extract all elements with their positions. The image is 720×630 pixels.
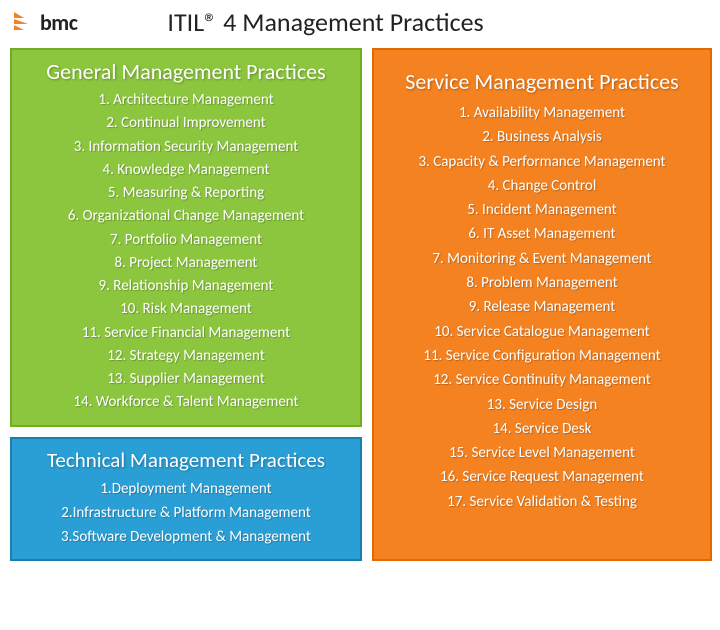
- practices-grid: General Management Practices 1. Architec…: [0, 40, 720, 569]
- technical-practices-title: Technical Management Practices: [18, 447, 354, 473]
- list-item: 5. Incident Management: [380, 198, 704, 222]
- list-item: 2. Continual Improvement: [18, 112, 354, 135]
- list-item: 12. Service Continuity Management: [380, 368, 704, 392]
- technical-practices-box: Technical Management Practices 1.Deploym…: [10, 437, 362, 561]
- list-item: 14. Workforce & Talent Management: [18, 391, 354, 414]
- list-item: 13. Service Design: [380, 393, 704, 417]
- list-item: 1. Availability Management: [380, 101, 704, 125]
- list-item: 3. Capacity & Performance Management: [380, 150, 704, 174]
- list-item: 6. Organizational Change Management: [18, 205, 354, 228]
- bmc-logo: bmc: [10, 9, 77, 36]
- list-item: 8. Project Management: [18, 252, 354, 275]
- technical-practices-list: 1.Deployment Management2.Infrastructure …: [18, 477, 354, 549]
- page-title: ITIL® 4 Management Practices: [167, 6, 483, 38]
- list-item: 4. Change Control: [380, 174, 704, 198]
- list-item: 7. Portfolio Management: [18, 229, 354, 252]
- list-item: 5. Measuring & Reporting: [18, 182, 354, 205]
- list-item: 6. IT Asset Management: [380, 222, 704, 246]
- list-item: 16. Service Request Management: [380, 465, 704, 489]
- list-item: 3.Software Development & Management: [18, 525, 354, 549]
- list-item: 11. Service Configuration Management: [380, 344, 704, 368]
- general-practices-title: General Management Practices: [18, 58, 354, 85]
- list-item: 1.Deployment Management: [18, 477, 354, 501]
- list-item: 8. Problem Management: [380, 271, 704, 295]
- header: bmc ITIL® 4 Management Practices: [0, 0, 720, 40]
- list-item: 7. Monitoring & Event Management: [380, 247, 704, 271]
- list-item: 15. Service Level Management: [380, 441, 704, 465]
- list-item: 10. Risk Management: [18, 298, 354, 321]
- list-item: 12. Strategy Management: [18, 345, 354, 368]
- list-item: 2. Business Analysis: [380, 125, 704, 149]
- list-item: 11. Service Financial Management: [18, 322, 354, 345]
- general-practices-box: General Management Practices 1. Architec…: [10, 48, 362, 427]
- list-item: 10. Service Catalogue Management: [380, 320, 704, 344]
- bmc-logo-icon: [10, 10, 34, 34]
- list-item: 9. Relationship Management: [18, 275, 354, 298]
- list-item: 2.Infrastructure & Platform Management: [18, 501, 354, 525]
- left-column: General Management Practices 1. Architec…: [10, 48, 362, 561]
- general-practices-list: 1. Architecture Management2. Continual I…: [18, 89, 354, 415]
- list-item: 14. Service Desk: [380, 417, 704, 441]
- list-item: 9. Release Management: [380, 295, 704, 319]
- service-practices-title: Service Management Practices: [380, 68, 704, 95]
- list-item: 17. Service Validation & Testing: [380, 490, 704, 514]
- list-item: 13. Supplier Management: [18, 368, 354, 391]
- service-practices-list: 1. Availability Management2. Business An…: [380, 101, 704, 514]
- bmc-logo-text: bmc: [40, 9, 77, 36]
- list-item: 3. Information Security Management: [18, 136, 354, 159]
- service-practices-box: Service Management Practices 1. Availabi…: [372, 48, 712, 561]
- list-item: 1. Architecture Management: [18, 89, 354, 112]
- list-item: 4. Knowledge Management: [18, 159, 354, 182]
